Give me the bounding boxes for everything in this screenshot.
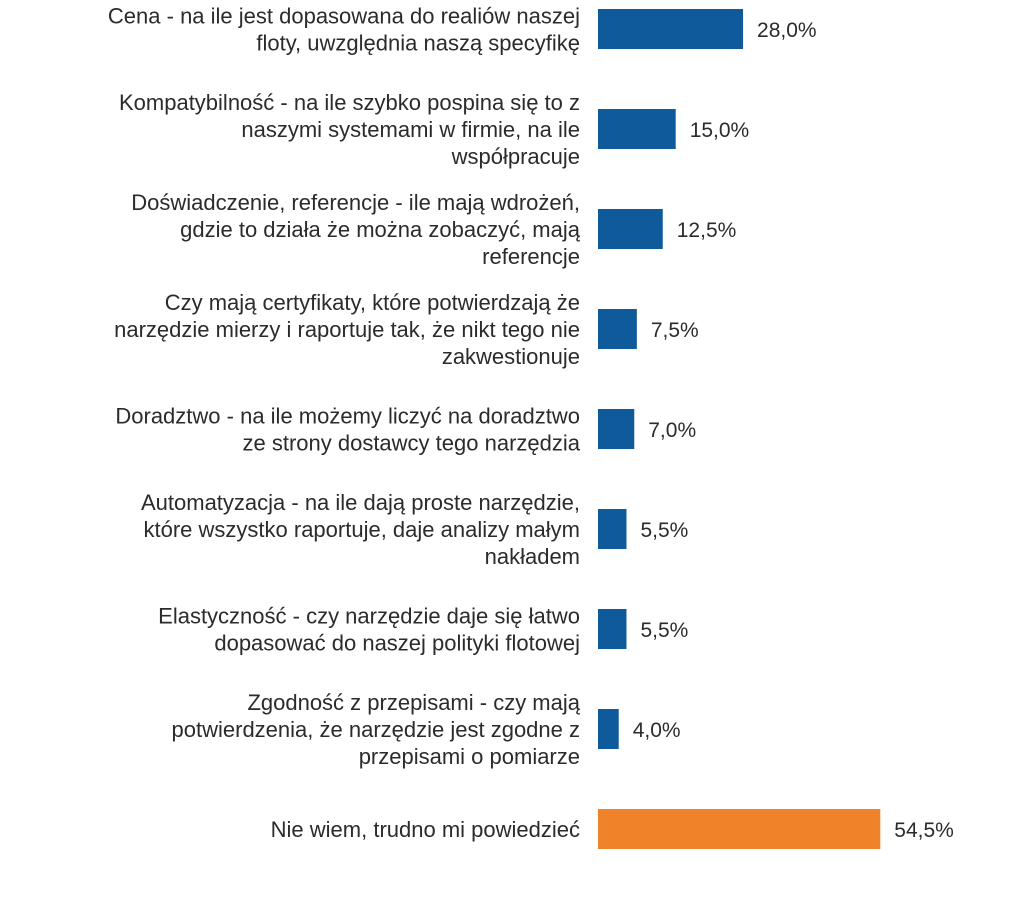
bar-6 xyxy=(598,609,627,649)
value-label-7: 4,0% xyxy=(633,719,681,742)
category-label-line: narzędzie mierzy i raportuje tak, że nik… xyxy=(114,317,580,342)
category-label-line: Doradztwo - na ile możemy liczyć na dora… xyxy=(115,404,580,429)
category-label-line: Zgodność z przepisami - czy mają xyxy=(247,690,580,715)
category-label-line: naszymi systemami w firmie, na ile xyxy=(241,117,580,142)
category-label-1: Kompatybilność - na ile szybko pospina s… xyxy=(119,90,580,169)
category-label-line: zakwestionuje xyxy=(442,344,580,369)
value-label-3: 7,5% xyxy=(651,319,699,342)
category-label-line: gdzie to działa że można zobaczyć, mają xyxy=(180,217,581,242)
bar-3 xyxy=(598,309,637,349)
category-label-line: przepisami o pomiarze xyxy=(359,744,580,769)
bar-4 xyxy=(598,409,635,449)
category-label-2: Doświadczenie, referencje - ile mają wdr… xyxy=(131,190,581,269)
value-label-4: 7,0% xyxy=(648,419,696,442)
category-label-line: Doświadczenie, referencje - ile mają wdr… xyxy=(131,190,580,215)
bar-7 xyxy=(598,709,619,749)
value-label-6: 5,5% xyxy=(640,619,688,642)
category-label-line: floty, uwzględnia naszą specyfikę xyxy=(256,31,580,56)
category-label-4: Doradztwo - na ile możemy liczyć na dora… xyxy=(115,404,580,456)
category-label-7: Zgodność z przepisami - czy mają potwierd… xyxy=(172,690,581,769)
bar-2 xyxy=(598,209,663,249)
category-label-line: które wszystko raportuje, daje analizy m… xyxy=(144,517,581,542)
category-label-3: Czy mają certyfikaty, które potwierdzają… xyxy=(114,290,580,369)
category-label-line: nakładem xyxy=(485,544,580,569)
value-label-5: 5,5% xyxy=(640,519,688,542)
bar-5 xyxy=(598,509,627,549)
category-label-line: Elastyczność - czy narzędzie daje się ła… xyxy=(158,604,580,629)
bar-8 xyxy=(598,809,881,849)
category-label-line: współpracuje xyxy=(451,144,580,169)
category-label-line: ze strony dostawcy tego narzędzia xyxy=(242,431,580,456)
bar-0 xyxy=(598,9,744,49)
category-label-line: Czy mają certyfikaty, które potwierdzają… xyxy=(165,290,580,315)
value-label-1: 15,0% xyxy=(690,119,750,142)
category-label-8: Nie wiem, trudno mi powiedzieć xyxy=(271,817,580,842)
value-label-2: 12,5% xyxy=(677,219,737,242)
category-label-line: Kompatybilność - na ile szybko pospina s… xyxy=(119,90,580,115)
category-label-line: dopasować do naszej polityki flotowej xyxy=(214,631,580,656)
category-label-line: Nie wiem, trudno mi powiedzieć xyxy=(271,817,580,842)
category-label-line: potwierdzenia, że narzędzie jest zgodne … xyxy=(172,717,580,742)
category-label-6: Elastyczność - czy narzędzie daje się ła… xyxy=(158,604,580,656)
category-label-line: Cena - na ile jest dopasowana do realiów… xyxy=(108,4,580,29)
category-label-line: Automatyzacja - na ile dają proste narzę… xyxy=(141,490,580,515)
bar-1 xyxy=(598,109,676,149)
value-label-8: 54,5% xyxy=(894,819,954,842)
category-label-5: Automatyzacja - na ile dają proste narzę… xyxy=(141,490,580,569)
category-label-line: referencje xyxy=(482,244,580,269)
category-label-0: Cena - na ile jest dopasowana do realiów… xyxy=(108,4,580,56)
value-label-0: 28,0% xyxy=(757,19,817,42)
